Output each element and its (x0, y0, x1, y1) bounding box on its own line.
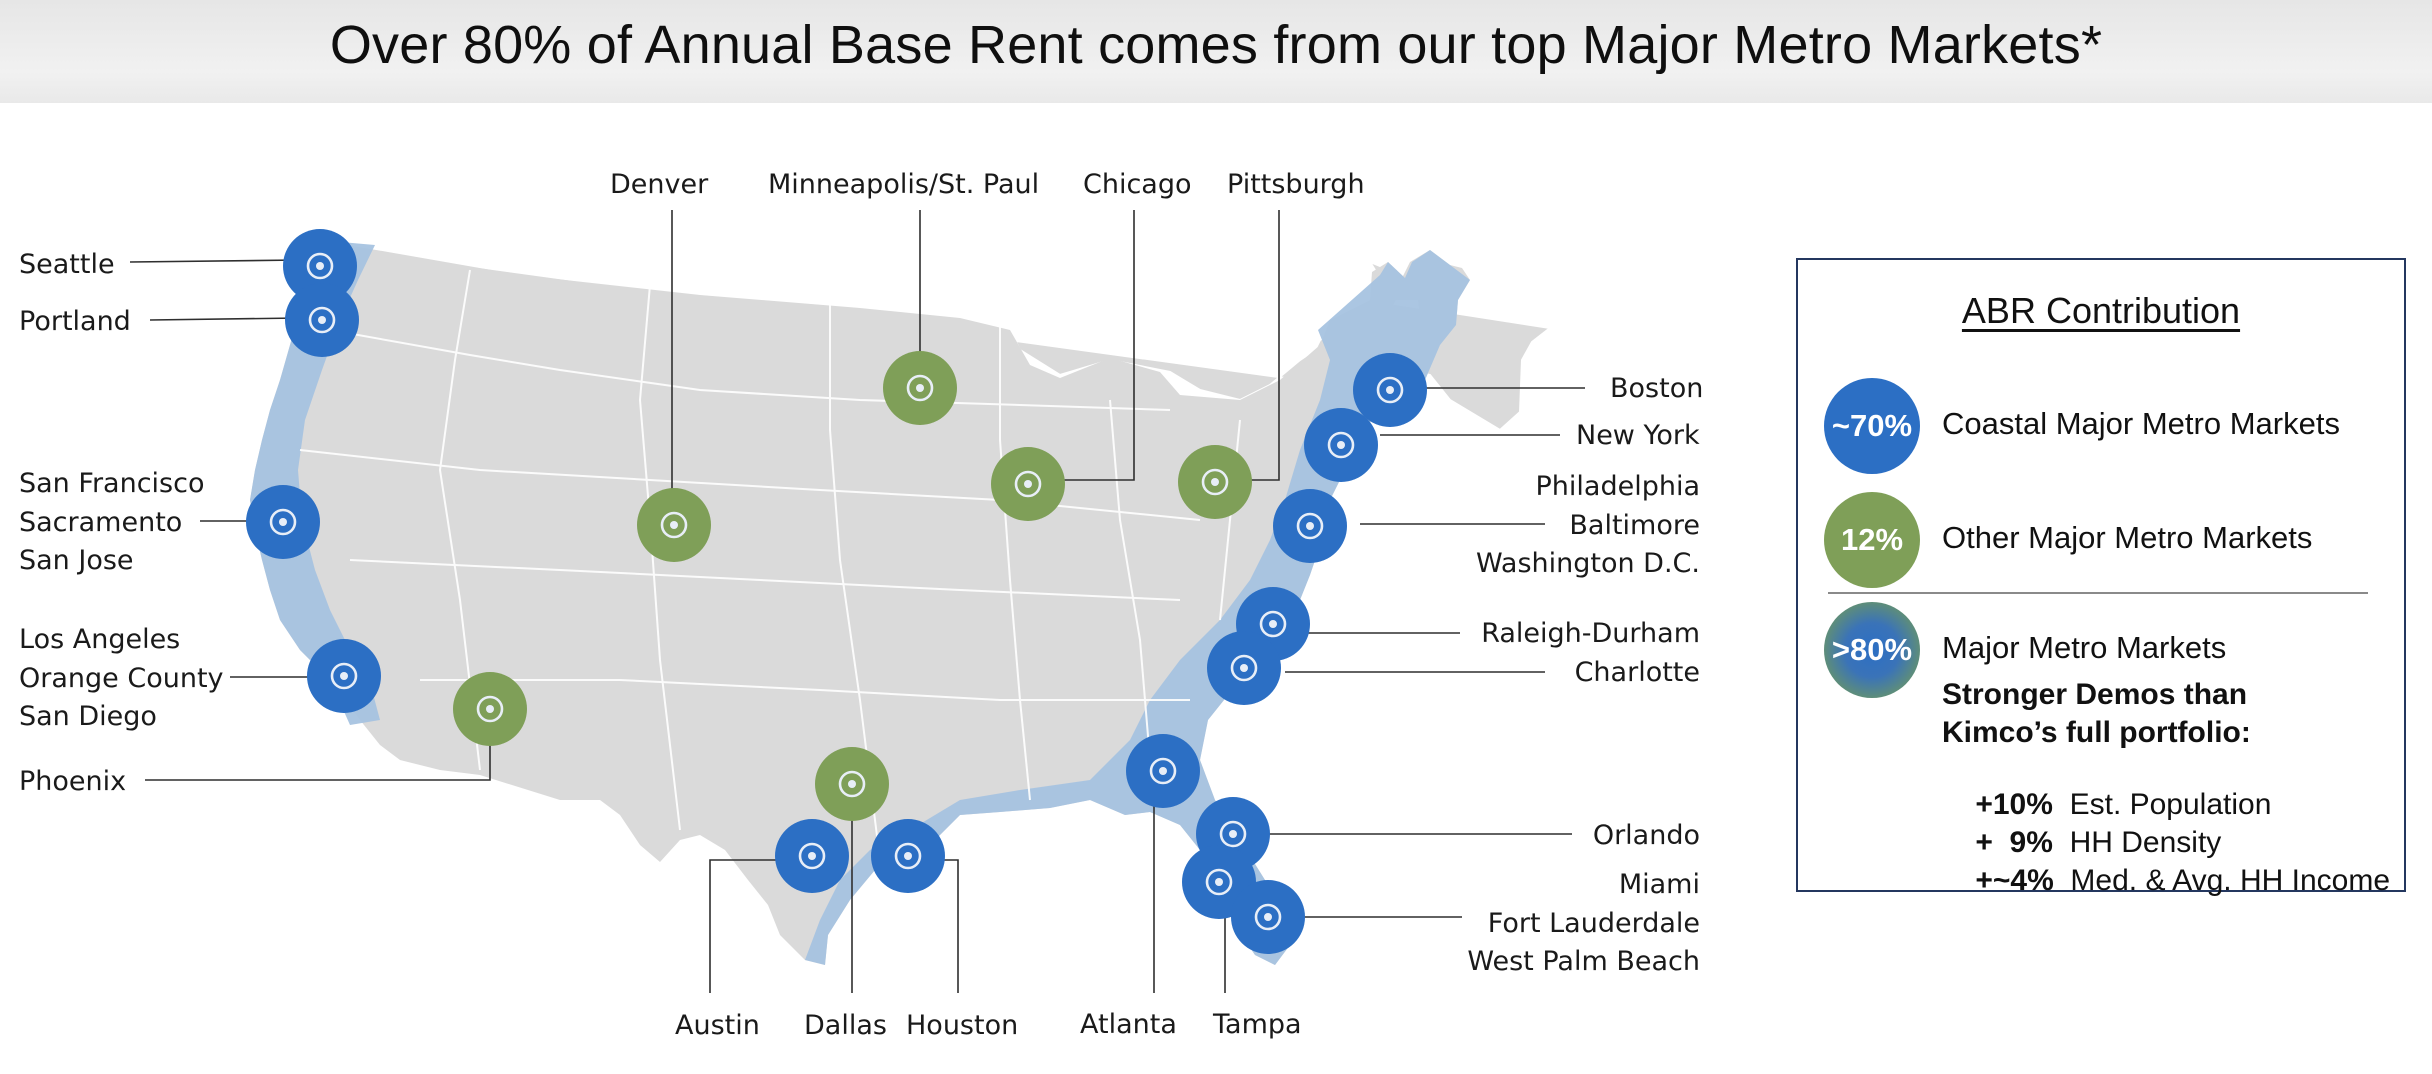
label-philadelphia: Philadelphia (1536, 471, 1701, 502)
marker-socal[interactable] (307, 639, 381, 713)
demo-income-value: +~4% (1975, 864, 2054, 897)
label-san-diego: San Diego (19, 701, 157, 732)
demo-density-label: HH Density (2069, 826, 2222, 859)
label-sacramento: Sacramento (19, 507, 182, 538)
label-phoenix: Phoenix (19, 766, 126, 797)
marker-denver[interactable] (637, 488, 711, 562)
marker-seattle[interactable] (283, 229, 357, 303)
label-pittsburgh: Pittsburgh (1227, 169, 1365, 200)
label-san-jose: San Jose (19, 545, 134, 576)
label-tampa: Tampa (1212, 1009, 1302, 1040)
label-houston: Houston (906, 1010, 1018, 1041)
total-share-badge: >80% (1824, 602, 1920, 698)
other-share-value: 12% (1840, 522, 1904, 557)
demo-population-label: Est. Population (2069, 788, 2272, 821)
coastal-share-label: Coastal Major Metro Markets (1942, 406, 2340, 441)
label-atlanta: Atlanta (1080, 1009, 1177, 1040)
label-orlando: Orlando (1593, 820, 1700, 851)
other-share-badge: 12% (1824, 492, 1920, 588)
label-miami: Miami (1619, 869, 1700, 900)
label-denver: Denver (610, 169, 709, 200)
markers (246, 229, 1427, 954)
other-share-label: Other Major Metro Markets (1942, 520, 2313, 555)
marker-phoenix[interactable] (453, 672, 527, 746)
west-coast-band (250, 240, 380, 725)
marker-austin[interactable] (775, 819, 849, 893)
label-dallas: Dallas (804, 1010, 887, 1041)
label-seattle: Seattle (19, 249, 115, 280)
label-austin: Austin (675, 1010, 760, 1041)
marker-chicago[interactable] (991, 447, 1065, 521)
demos-heading-line-2: Kimco’s full portfolio: (1942, 716, 2251, 749)
east-coast-band (805, 250, 1470, 965)
demo-population-value: +10% (1975, 788, 2053, 821)
marker-south-florida[interactable] (1231, 880, 1305, 954)
page-title: Over 80% of Annual Base Rent comes from … (329, 15, 2103, 75)
label-baltimore: Baltimore (1569, 510, 1700, 541)
marker-dallas[interactable] (815, 747, 889, 821)
demo-density: + 9% HH Density (1942, 792, 2221, 894)
label-raleigh-durham: Raleigh-Durham (1481, 618, 1700, 649)
demo-density-value: + 9% (1975, 826, 2053, 859)
legend-divider (1828, 592, 2368, 594)
marker-new-york[interactable] (1304, 408, 1378, 482)
marker-boston[interactable] (1353, 353, 1427, 427)
marker-minneapolis[interactable] (883, 351, 957, 425)
demos-heading-line-1: Stronger Demos than (1942, 678, 2248, 711)
demo-income: +~4% Med. & Avg. HH Income (1942, 830, 2390, 932)
demo-population: +10% Est. Population (1942, 754, 2271, 856)
label-san-francisco: San Francisco (19, 468, 204, 499)
label-orange-county: Orange County (19, 663, 224, 694)
label-washington-dc: Washington D.C. (1476, 548, 1700, 579)
label-minneapolis: Minneapolis/St. Paul (768, 169, 1039, 200)
marker-sf-bay[interactable] (246, 485, 320, 559)
label-west-palm-beach: West Palm Beach (1467, 946, 1700, 977)
marker-atlanta[interactable] (1126, 734, 1200, 808)
legend-title: ABR Contribution (1961, 290, 2241, 331)
demo-income-label: Med. & Avg. HH Income (2070, 864, 2391, 897)
legend-box: ABR Contribution ~70% Coastal Major Metr… (1796, 258, 2406, 897)
label-los-angeles: Los Angeles (19, 624, 180, 655)
label-chicago: Chicago (1083, 169, 1192, 200)
label-new-york: New York (1576, 420, 1700, 451)
coastal-share-badge: ~70% (1824, 378, 1920, 474)
title-bar: Over 80% of Annual Base Rent comes from … (0, 0, 2432, 103)
marker-houston[interactable] (871, 819, 945, 893)
label-fort-lauderdale: Fort Lauderdale (1488, 908, 1700, 939)
marker-portland[interactable] (285, 283, 359, 357)
label-boston: Boston (1610, 373, 1703, 404)
label-charlotte: Charlotte (1575, 657, 1700, 688)
marker-dc-area[interactable] (1273, 489, 1347, 563)
label-portland: Portland (19, 306, 131, 337)
coastal-share-value: ~70% (1831, 408, 1913, 443)
city-labels: Seattle Portland San Francisco Sacrament… (19, 169, 1703, 1041)
total-share-value: >80% (1831, 632, 1913, 667)
state-lines (299, 269, 1241, 861)
marker-pittsburgh[interactable] (1178, 445, 1252, 519)
total-share-label: Major Metro Markets (1942, 630, 2227, 665)
marker-charlotte[interactable] (1207, 631, 1281, 705)
